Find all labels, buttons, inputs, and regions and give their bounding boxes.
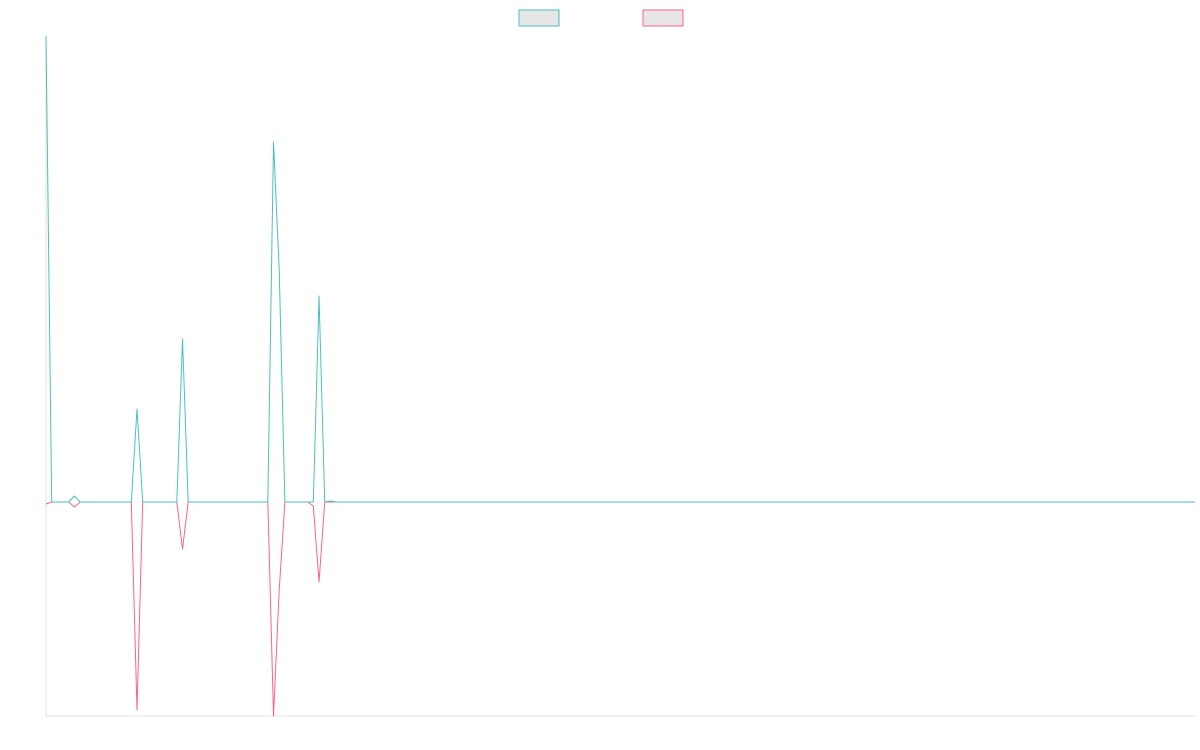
series-line	[45, 35, 1195, 503]
legend-swatch	[518, 9, 560, 27]
series-line	[45, 501, 1195, 717]
legend-swatch	[642, 9, 684, 27]
